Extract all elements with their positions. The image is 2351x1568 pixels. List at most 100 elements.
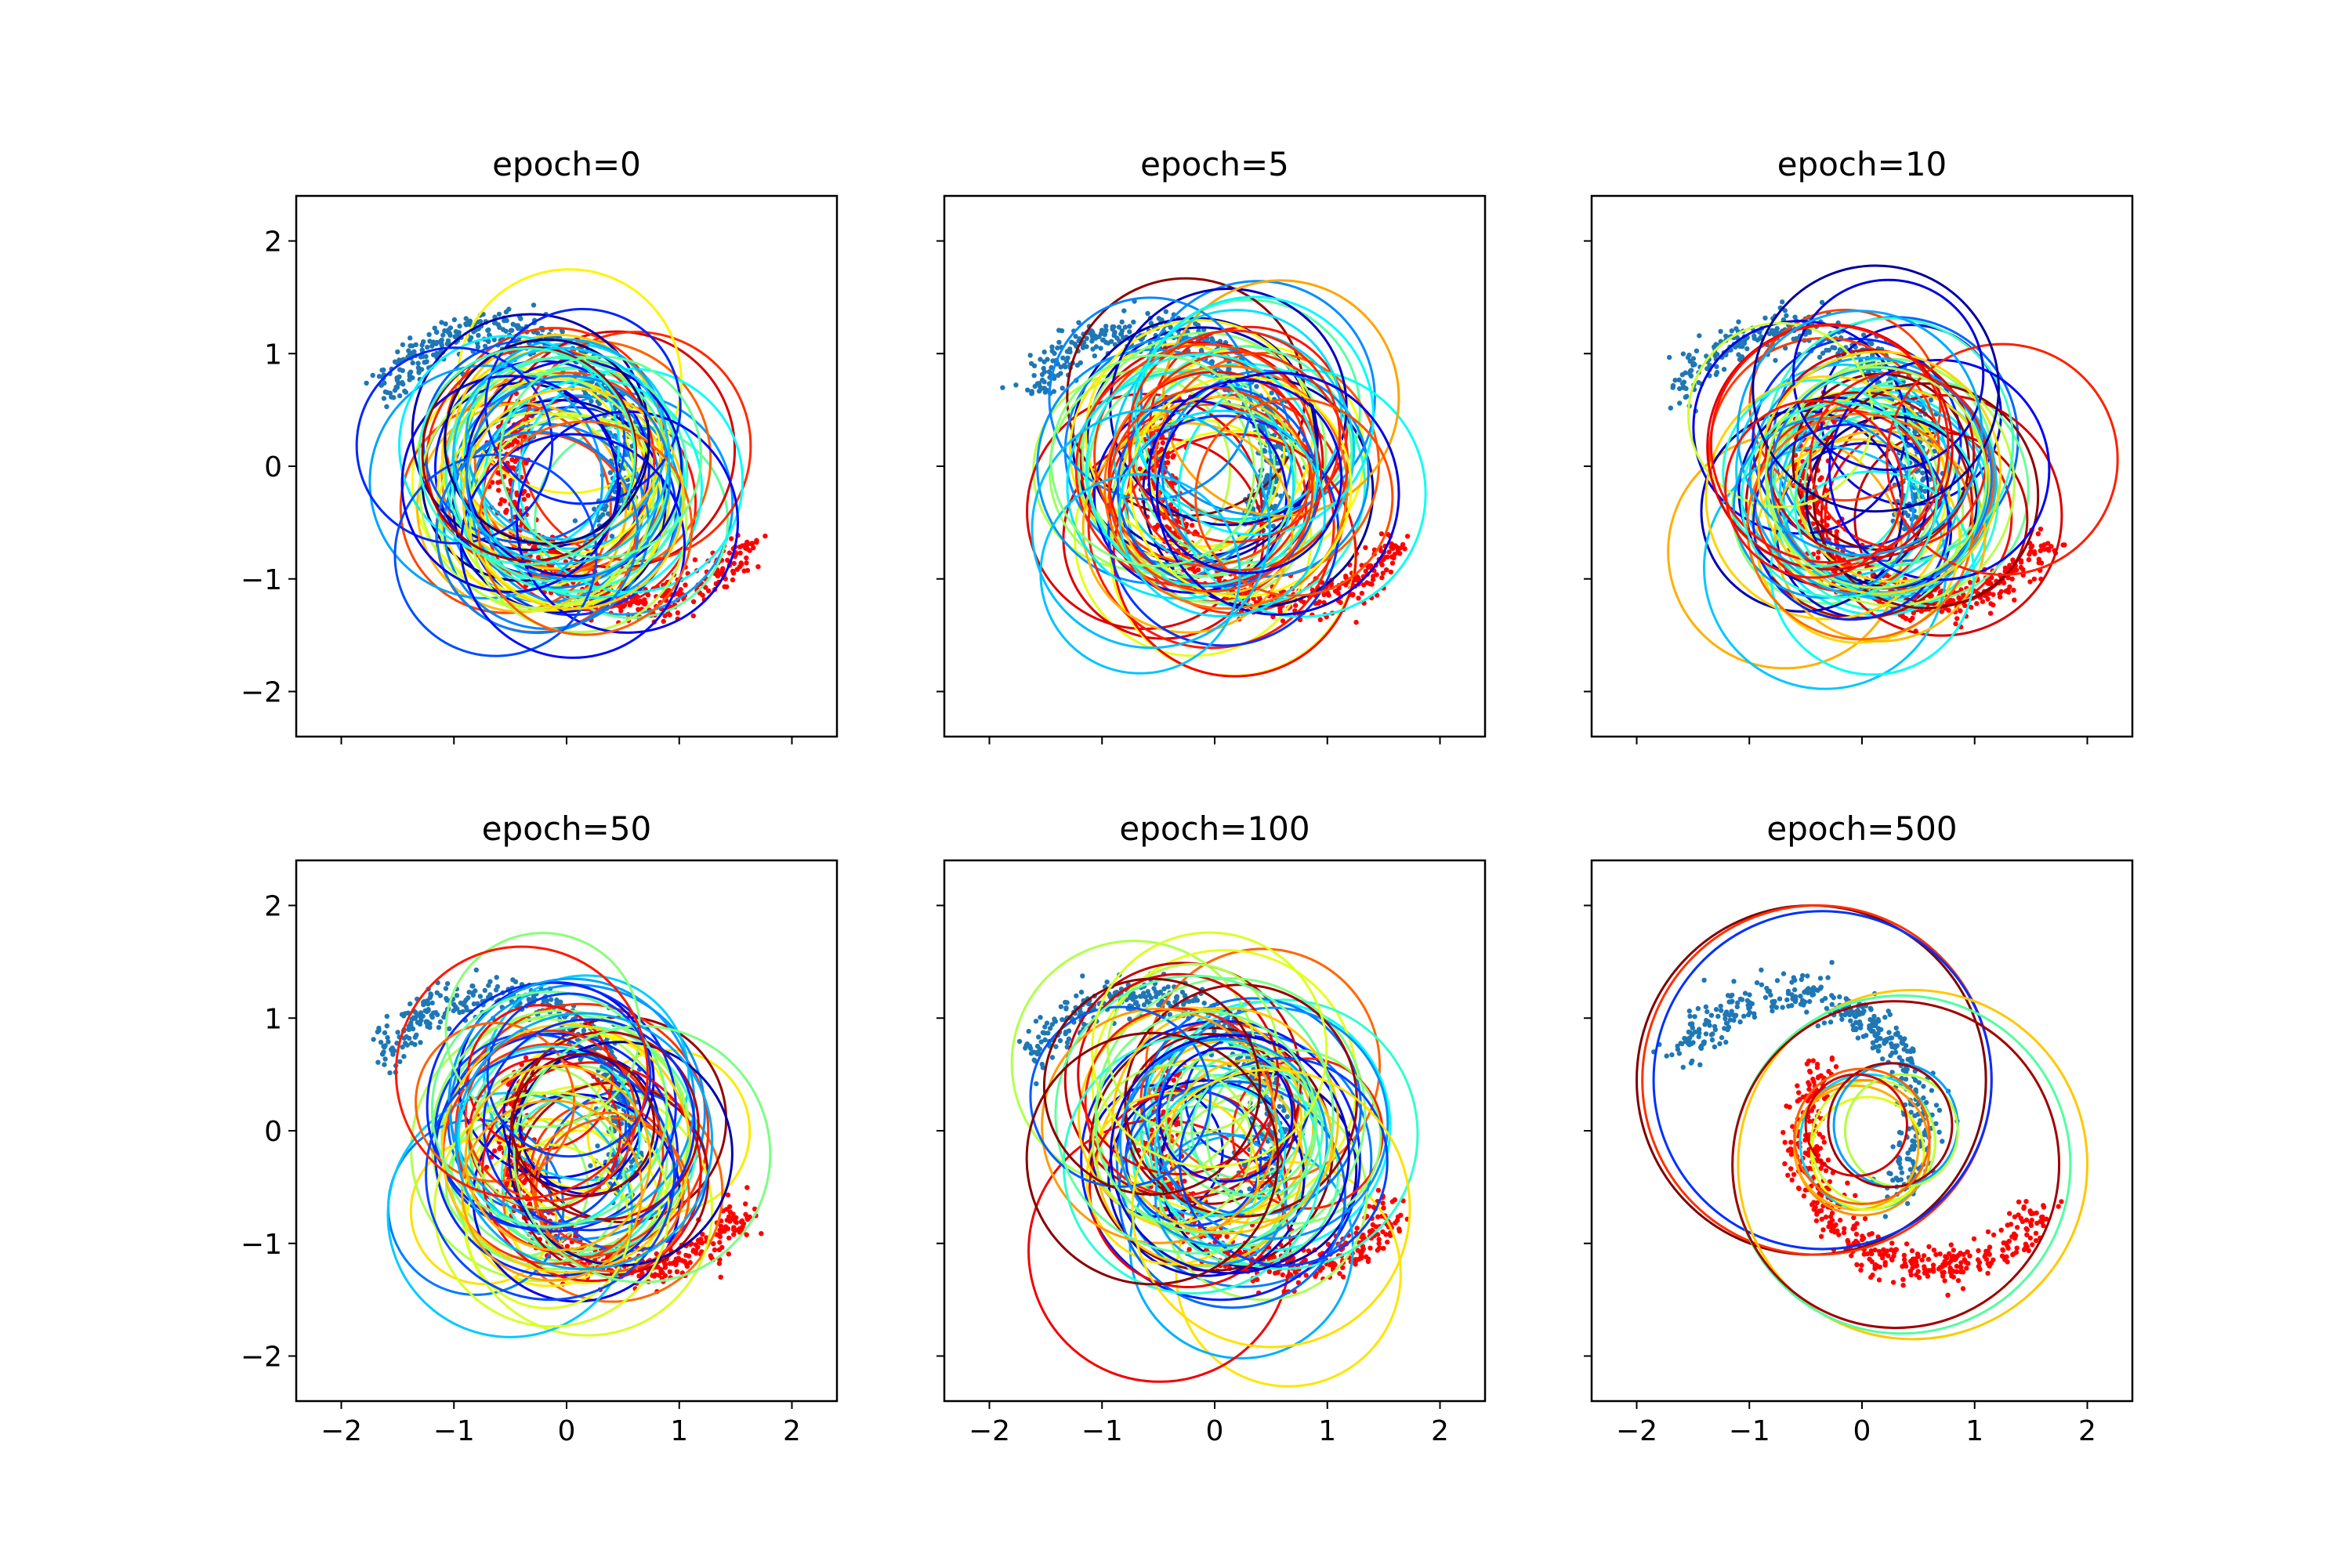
data-point-class-1 xyxy=(730,577,736,583)
data-point-class-1 xyxy=(1980,599,1986,604)
data-point-class-0 xyxy=(1103,328,1109,333)
data-point-class-0 xyxy=(602,1072,607,1077)
data-point-class-0 xyxy=(1181,1001,1186,1007)
data-point-class-0 xyxy=(1688,368,1694,373)
decision-circle xyxy=(1118,409,1327,618)
data-point-class-0 xyxy=(1770,328,1776,334)
data-point-class-0 xyxy=(433,1009,439,1016)
decision-circle xyxy=(1092,1063,1253,1225)
data-point-class-1 xyxy=(1190,523,1195,528)
data-point-class-0 xyxy=(1686,353,1692,358)
data-point-class-1 xyxy=(752,1206,758,1212)
data-point-class-1 xyxy=(687,1260,693,1266)
subplot-title: epoch=5 xyxy=(1140,145,1289,183)
data-point-class-1 xyxy=(726,1235,732,1241)
decision-circle xyxy=(534,1117,690,1273)
data-point-class-0 xyxy=(388,1047,394,1052)
subplot-title: epoch=10 xyxy=(1777,145,1947,183)
data-point-class-0 xyxy=(1254,384,1259,389)
data-point-class-0 xyxy=(409,1040,415,1046)
data-point-class-0 xyxy=(1283,1127,1289,1132)
data-point-class-1 xyxy=(1960,1286,1966,1291)
data-point-class-0 xyxy=(1085,1001,1092,1007)
data-point-class-0 xyxy=(1042,1037,1048,1043)
data-point-class-0 xyxy=(1920,470,1925,476)
data-point-class-0 xyxy=(447,1026,452,1032)
data-point-class-1 xyxy=(718,1274,723,1280)
data-point-class-1 xyxy=(514,490,520,496)
data-point-class-1 xyxy=(1947,599,1954,604)
decision-circle xyxy=(1062,1035,1322,1295)
data-point-class-0 xyxy=(391,395,397,400)
data-point-class-0 xyxy=(1109,339,1114,344)
data-point-class-1 xyxy=(1988,601,1994,607)
data-point-class-0 xyxy=(408,343,413,349)
data-point-class-0 xyxy=(1928,397,1934,403)
data-point-class-0 xyxy=(1683,394,1688,400)
data-point-class-1 xyxy=(497,1146,502,1152)
data-point-class-1 xyxy=(1317,599,1322,605)
data-point-class-1 xyxy=(1367,1245,1373,1251)
data-point-class-0 xyxy=(430,352,437,358)
data-point-class-1 xyxy=(2038,527,2044,532)
data-point-class-0 xyxy=(418,1040,423,1045)
data-point-class-0 xyxy=(1063,1006,1069,1012)
data-point-class-0 xyxy=(1031,1057,1037,1063)
data-point-class-1 xyxy=(1834,529,1839,534)
data-point-class-0 xyxy=(406,1025,412,1031)
data-point-class-0 xyxy=(503,309,509,315)
data-point-class-0 xyxy=(502,318,507,324)
data-point-class-0 xyxy=(1145,989,1151,994)
data-point-class-0 xyxy=(1039,1061,1045,1067)
decision-circle xyxy=(1107,1079,1306,1277)
data-point-class-0 xyxy=(475,344,481,349)
data-point-class-1 xyxy=(1370,577,1376,582)
decision-circle xyxy=(1764,366,1988,589)
data-point-class-0 xyxy=(1898,1165,1904,1171)
subplot-epoch-5: epoch=5 xyxy=(936,145,1487,744)
x-tick-label: 1 xyxy=(670,1415,688,1447)
data-point-class-0 xyxy=(1173,994,1179,1001)
decision-circle xyxy=(1752,423,1950,621)
data-point-class-1 xyxy=(662,613,668,619)
data-point-class-0 xyxy=(444,998,450,1003)
y-tick-label: 0 xyxy=(264,451,282,483)
data-point-class-0 xyxy=(1933,1103,1940,1108)
plot-area xyxy=(1667,264,2119,690)
decision-circle xyxy=(1154,1084,1287,1217)
data-point-class-0 xyxy=(400,342,406,348)
decision-circle xyxy=(1828,358,2051,581)
data-point-class-1 xyxy=(683,582,688,588)
data-point-class-1 xyxy=(731,1232,737,1237)
data-point-class-1 xyxy=(1169,1186,1175,1192)
data-point-class-1 xyxy=(718,1223,724,1229)
data-point-class-0 xyxy=(1000,385,1005,390)
data-point-class-0 xyxy=(1141,990,1147,996)
data-point-class-1 xyxy=(1816,549,1821,555)
data-point-class-0 xyxy=(609,534,615,539)
data-point-class-1 xyxy=(734,567,740,572)
data-point-class-1 xyxy=(2038,543,2044,549)
data-point-class-1 xyxy=(1340,1265,1346,1270)
data-point-class-1 xyxy=(658,1266,664,1273)
data-point-class-0 xyxy=(1034,1081,1039,1087)
data-point-class-0 xyxy=(1058,1004,1064,1009)
decision-circle xyxy=(425,1050,676,1302)
data-point-class-0 xyxy=(1780,299,1785,305)
data-point-class-0 xyxy=(1714,364,1719,369)
data-point-class-0 xyxy=(1074,993,1079,999)
data-point-class-0 xyxy=(1047,1026,1053,1031)
decision-circle xyxy=(1812,382,2040,610)
data-point-class-0 xyxy=(453,329,459,335)
data-point-class-0 xyxy=(572,518,578,523)
data-point-class-1 xyxy=(730,1211,736,1217)
data-point-class-1 xyxy=(763,533,768,539)
data-point-class-0 xyxy=(1782,308,1788,313)
data-point-class-0 xyxy=(1179,989,1186,995)
data-point-class-1 xyxy=(1375,1214,1381,1220)
data-point-class-0 xyxy=(397,393,403,399)
data-point-class-0 xyxy=(418,354,424,360)
data-point-class-0 xyxy=(1034,381,1041,386)
decision-circle xyxy=(1886,342,2119,576)
